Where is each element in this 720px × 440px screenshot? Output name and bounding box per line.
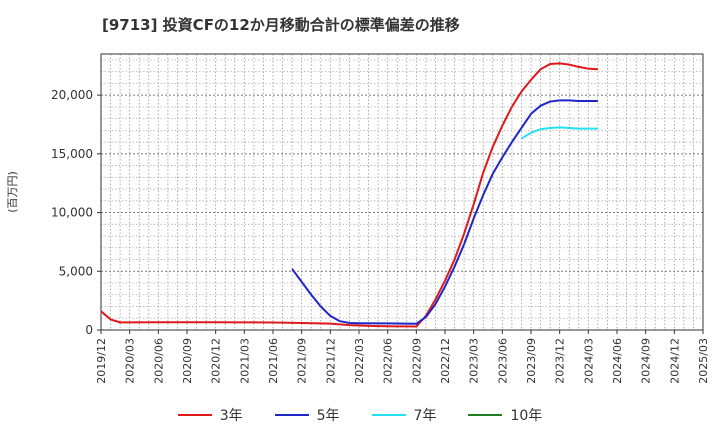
x-tick-label: 2024/09 [640,338,653,384]
legend-swatch [468,414,503,416]
x-tick-label: 2021/06 [267,338,280,384]
y-tick-label: 15,000 [51,147,93,161]
legend-item: 7年 [371,405,437,425]
x-tick-label: 2024/06 [611,338,624,384]
series-layer [100,62,598,328]
legend-item: 3年 [177,405,243,425]
x-tick-label: 2021/12 [324,338,337,384]
chart-title: [9713] 投資CFの12か月移動合計の標準偏差の推移 [102,16,460,34]
legend: 3年 5年 7年 10年 [0,402,720,428]
x-tick-label: 2022/09 [410,338,423,384]
legend-item: 10年 [468,405,542,425]
series-line-1 [100,62,598,328]
grid-layer [101,54,703,330]
x-tick-label: 2024/12 [668,338,681,384]
legend-swatch [177,414,212,416]
x-tick-label: 2023/06 [496,338,509,384]
x-tick-label: 2020/09 [181,338,194,384]
legend-label: 10年 [510,408,543,424]
x-tick-label: 2020/03 [124,338,137,384]
legend-item: 5年 [274,405,340,425]
legend-label: 7年 [413,408,437,424]
y-tick-label: 10,000 [51,206,93,220]
legend-label: 3年 [219,408,243,424]
legend-label: 5年 [316,408,340,424]
x-tick-label: 2025/03 [697,338,710,384]
x-tick-label: 2021/09 [296,338,309,384]
plot-frame [100,53,704,331]
x-tick-label: 2022/12 [439,338,452,384]
y-tick-label: 0 [85,323,93,337]
x-tick-label: 2023/09 [525,338,538,384]
x-tick-label: 2020/12 [210,338,223,384]
legend-swatch [274,414,309,416]
x-tick-label: 2024/03 [582,338,595,384]
series-line-2 [291,99,598,325]
series-line-3 [520,126,598,140]
x-axis: 2019/12 2020/03 2020/06 2020/09 2020/12 2021/… [95,330,710,384]
x-tick-label: 2022/03 [353,338,366,384]
x-tick-label: 2019/12 [95,338,108,384]
y-tick-label: 5,000 [59,264,93,278]
legend-swatch [371,414,406,416]
y-tick-label: 20,000 [51,88,93,102]
x-tick-label: 2020/06 [152,338,165,384]
y-axis-label: (百万円) [6,171,19,213]
y-axis: 0 5,000 10,000 15,000 20,000 [51,88,101,337]
x-tick-label: 2022/06 [382,338,395,384]
x-tick-label: 2021/03 [238,338,251,384]
x-tick-label: 2023/03 [468,338,481,384]
x-tick-label: 2023/12 [554,338,567,384]
